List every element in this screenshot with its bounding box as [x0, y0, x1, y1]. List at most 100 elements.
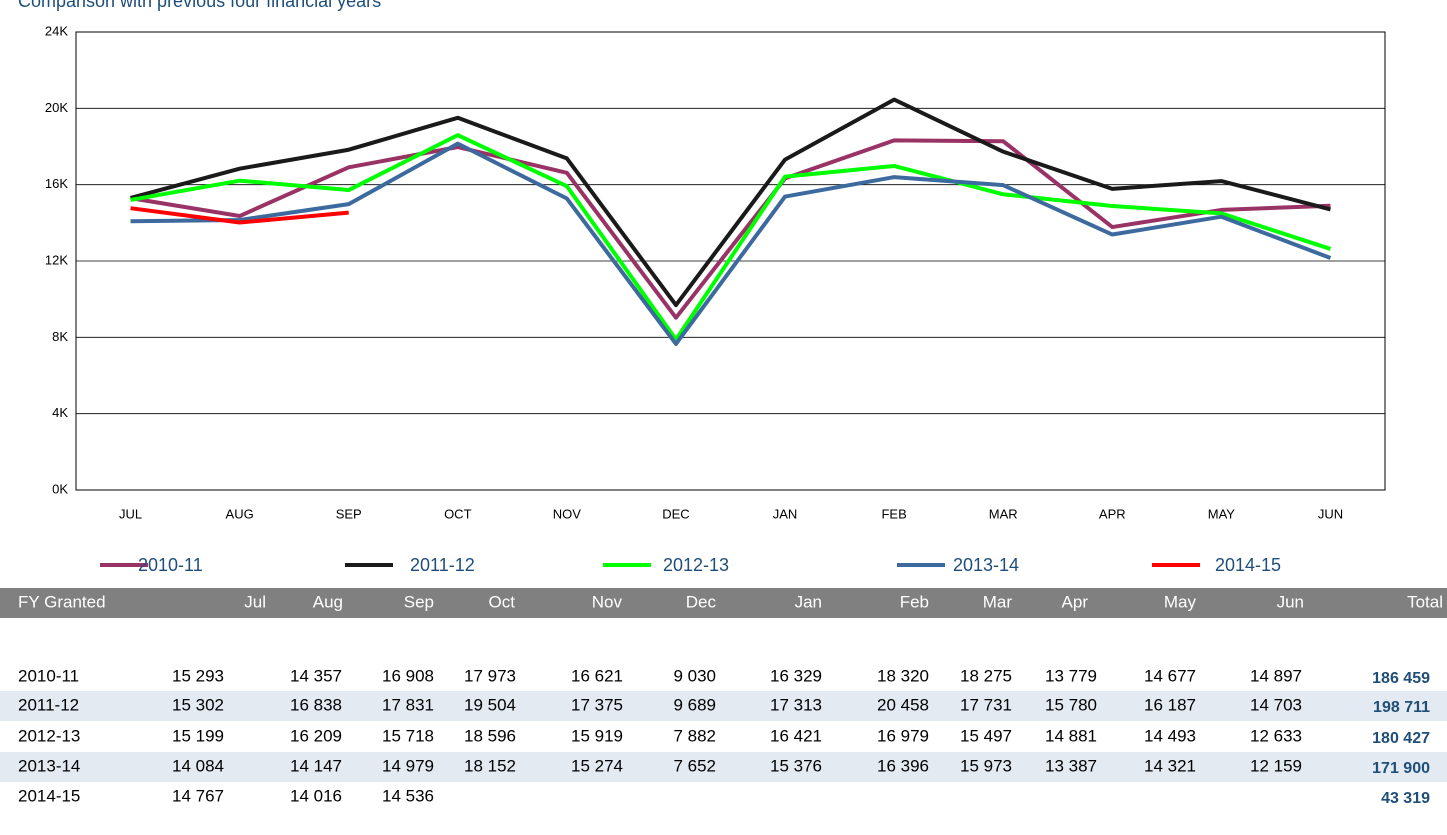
table-cell: 18 320 [877, 666, 929, 685]
table-cell: 14 897 [1250, 666, 1302, 685]
table-header-cell: Oct [489, 592, 516, 611]
table-cell: 14 493 [1144, 726, 1196, 745]
plot-frame [75, 31, 1386, 491]
table-cell: 14 147 [290, 756, 342, 775]
table-cell: 7 652 [673, 756, 716, 775]
table-cell: 12 633 [1250, 726, 1302, 745]
table-header-cell: Dec [686, 592, 717, 611]
table-row-label: 2014-15 [18, 786, 80, 805]
table-cell: 9 030 [673, 666, 716, 685]
y-tick-label: 0K [52, 481, 68, 496]
table-cell: 15 718 [382, 726, 434, 745]
table-cell: 14 321 [1144, 756, 1196, 775]
table-header-cell: Feb [900, 592, 929, 611]
series-line [130, 206, 349, 225]
table-cell: 18 596 [464, 726, 516, 745]
table-cell: 15 274 [571, 756, 623, 775]
table-cell: 15 497 [960, 726, 1012, 745]
table-cell: 16 187 [1144, 695, 1196, 714]
table-row-label: 2011-12 [18, 695, 79, 714]
table-cell: 16 979 [877, 726, 929, 745]
table-cell: 15 302 [172, 695, 224, 714]
table-cell: 14 881 [1045, 726, 1097, 745]
table-total: 171 900 [1372, 760, 1430, 777]
table-cell: 17 831 [382, 695, 434, 714]
table-total: 43 319 [1381, 790, 1430, 807]
table-cell: 14 677 [1144, 666, 1196, 685]
x-tick-label: APR [1099, 506, 1126, 521]
table-cell: 15 780 [1045, 695, 1097, 714]
table-cell: 17 313 [770, 695, 822, 714]
legend-label: 2012-13 [663, 555, 729, 575]
table-header-cell: Sep [404, 592, 434, 611]
table-cell: 13 779 [1045, 666, 1097, 685]
x-tick-label: FEB [881, 506, 906, 521]
x-tick-label: NOV [553, 506, 582, 521]
y-tick-label: 8K [52, 329, 68, 344]
table-header-cell: Total [1407, 592, 1443, 611]
legend-label: 2011-12 [410, 555, 475, 575]
x-tick-label: JUN [1318, 506, 1343, 521]
table-cell: 14 979 [382, 756, 434, 775]
table-cell: 16 329 [770, 666, 822, 685]
y-tick-label: 20K [45, 100, 68, 115]
table-cell: 20 458 [877, 695, 929, 714]
legend-label: 2010-11 [138, 555, 203, 575]
table-cell: 14 357 [290, 666, 342, 685]
y-tick-label: 4K [52, 405, 68, 420]
x-tick-label: JUL [119, 506, 142, 521]
x-tick-label: DEC [662, 506, 689, 521]
table-header-cell: Aug [313, 592, 343, 611]
table-header-cell: Jan [795, 592, 822, 611]
table-cell: 17 375 [571, 695, 623, 714]
table-cell: 16 838 [290, 695, 342, 714]
table-cell: 18 152 [464, 756, 516, 775]
table-cell: 14 703 [1250, 695, 1302, 714]
table-header-cell: FY Granted [18, 592, 106, 611]
table-header-cell: Apr [1062, 592, 1089, 611]
table-cell: 16 421 [770, 726, 822, 745]
table-cell: 14 536 [382, 786, 434, 805]
table-cell: 15 973 [960, 756, 1012, 775]
table-cell: 16 621 [571, 666, 623, 685]
series-line [130, 138, 1331, 320]
table-cell: 7 882 [673, 726, 716, 745]
legend-label: 2014-15 [1215, 555, 1281, 575]
table-row-label: 2013-14 [18, 756, 80, 775]
table-header-cell: Jul [244, 592, 266, 611]
table-cell: 9 689 [673, 695, 716, 714]
table-cell: 12 159 [1250, 756, 1302, 775]
table-total: 186 459 [1372, 670, 1430, 687]
x-tick-label: JAN [773, 506, 798, 521]
table-row-label: 2012-13 [18, 726, 80, 745]
table-cell: 15 376 [770, 756, 822, 775]
table-cell: 15 919 [571, 726, 623, 745]
series-line [130, 141, 1332, 346]
table-cell: 14 084 [172, 756, 224, 775]
table-header-cell: Nov [592, 592, 623, 611]
x-tick-label: AUG [226, 506, 254, 521]
table-cell: 17 731 [960, 695, 1012, 714]
x-tick-label: MAR [989, 506, 1018, 521]
table-row-bg [0, 752, 1447, 782]
table-header-cell: Jun [1277, 592, 1304, 611]
series-line [130, 97, 1331, 308]
series-line [130, 133, 1332, 342]
y-tick-label: 12K [45, 252, 68, 267]
table-total: 180 427 [1372, 730, 1430, 747]
table-total: 198 711 [1373, 699, 1430, 716]
table-cell: 15 199 [172, 726, 224, 745]
table-cell: 18 275 [960, 666, 1012, 685]
table-cell: 14 767 [172, 786, 224, 805]
table-cell: 15 293 [172, 666, 224, 685]
y-tick-label: 16K [45, 176, 68, 191]
table-row-bg [0, 691, 1447, 721]
table-header-bg [0, 588, 1447, 618]
table-cell: 17 973 [464, 666, 516, 685]
table-cell: 13 387 [1045, 756, 1097, 775]
table-row-label: 2010-11 [18, 666, 79, 685]
legend-label: 2013-14 [953, 555, 1019, 575]
y-tick-label: 24K [45, 23, 68, 38]
table-header-cell: Mar [983, 592, 1013, 611]
